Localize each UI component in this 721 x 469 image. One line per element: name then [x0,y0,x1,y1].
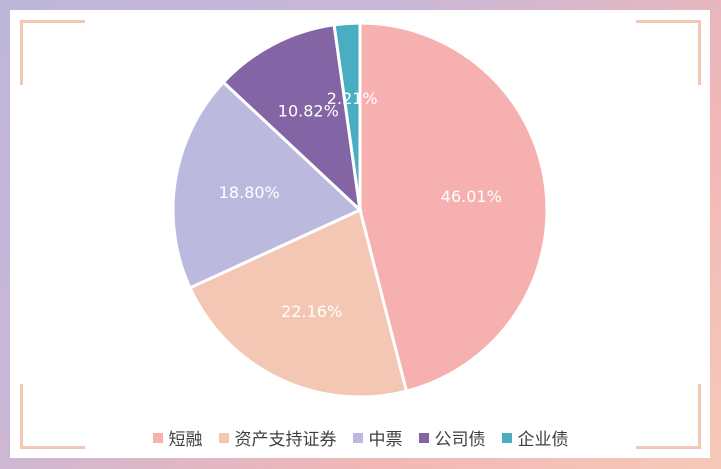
pie-slice-1 [187,207,409,399]
legend-label-2: 中票 [368,430,403,450]
pie-slice-label-4: 2.21% [327,89,378,108]
chart-legend: 短融 资产支持证券 中票 公司债 企业债 [0,425,721,450]
corner-decoration-bottom-right [636,384,701,449]
legend-item-4: 企业债 [501,425,569,450]
legend-swatch-2 [352,432,363,443]
legend-swatch-1 [218,432,229,443]
legend-swatch-3 [418,432,429,443]
pie-slice-4 [332,21,362,211]
legend-label-0: 短融 [168,430,203,450]
corner-decoration-top-left [20,20,85,85]
legend-item-1: 资产支持证券 [218,425,337,450]
pie-slice-label-1: 22.16% [281,302,342,321]
legend-item-0: 短融 [152,425,203,450]
legend-item-3: 公司债 [418,425,486,450]
pie-slice-label-2: 18.80% [219,183,280,202]
legend-label-1: 资产支持证券 [234,430,337,450]
legend-label-4: 企业债 [517,430,569,450]
pie-slice-2 [171,80,363,290]
corner-decoration-bottom-left [20,384,85,449]
pie-slice-label-3: 10.82% [278,101,339,120]
corner-decoration-top-right [636,20,701,85]
pie-slice-0 [358,21,549,393]
legend-swatch-0 [152,432,163,443]
legend-item-2: 中票 [352,425,403,450]
pie-slice-label-0: 46.01% [441,187,502,206]
legend-swatch-4 [501,432,512,443]
pie-slice-3 [221,23,363,214]
legend-label-3: 公司债 [434,430,486,450]
